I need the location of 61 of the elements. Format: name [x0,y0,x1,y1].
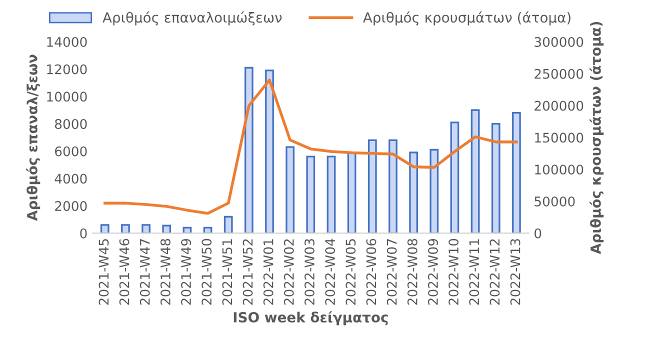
x-tick-label: 2021-W49 [181,238,192,305]
y-tick-label: 12000 [47,64,87,74]
y-tick-label: 14000 [47,36,87,47]
x-tick-label: 2021-W46 [119,238,130,305]
x-tick-label: 2021-W50 [202,238,212,305]
y-tick-label: 8000 [54,119,87,129]
x-tick-label: 2021-W51 [222,239,232,305]
y-tick-label: 2000 [55,201,87,212]
bar [121,224,130,234]
x-tick-label: 2021-W48 [160,238,170,305]
y2-tick-label: 250000 [534,68,584,79]
x-tick-label: 2022-W07 [386,239,397,305]
y-tick-label: 10000 [47,92,87,102]
y2-tick-label: 50000 [534,196,575,206]
line-series [103,78,518,215]
y2-tick-label: 200000 [534,100,584,111]
x-tick-label: 2021-W47 [140,239,150,305]
bar [100,224,110,234]
x-tick-label: 2022-W01 [263,239,274,305]
x-tick-label: 2022-W08 [407,238,418,305]
y2-tick-label: 300000 [534,36,584,47]
bar [265,70,274,234]
bar [326,156,336,234]
bar [286,146,295,234]
x-tick-label: 2022-W12 [490,239,500,305]
x-tick-label: 2022-W02 [284,239,294,305]
bar [430,148,439,234]
bar [142,224,150,234]
bar [409,152,418,234]
legend-label: Αριθμός επαναλοιμώξεων [102,11,282,26]
x-tick-label: 2022-W03 [304,239,314,305]
y2-tick-label: 150000 [535,132,584,143]
x-tick-label: 2022-W06 [366,238,376,305]
bar [368,139,377,234]
y2-tick-label: 0 [534,228,542,238]
bar [470,109,480,234]
bar [512,112,521,234]
legend-label: Αριθμός κρουσμάτων (άτομα) [363,11,570,26]
bar [306,156,316,234]
y-axis-title: Αριθμός επαναλ/ξεων [26,54,40,221]
x-tick-label: 2022-W11 [469,239,480,305]
bar [491,122,500,234]
x-tick-label: 2021-W52 [242,239,253,305]
bar [244,66,254,234]
x-tick-label: 2022-W09 [428,238,438,305]
x-tick-label: 2021-W45 [98,239,109,305]
x-tick-label: 2022-W13 [510,239,520,305]
y2-tick-label: 100000 [535,164,584,175]
bar [388,139,398,234]
y-tick-label: 4000 [54,174,87,184]
bar [224,216,233,234]
bar [347,152,356,234]
y-tick-label: 6000 [55,146,87,156]
y-tick-label: 0 [80,228,87,238]
x-tick-label: 2022-W05 [346,239,356,305]
bar [162,224,172,234]
x-axis-title: ISO week δείγματος [234,311,388,326]
x-tick-label: 2022-W04 [325,238,336,305]
y2-axis-title: Αριθμός κρουσμάτων (άτομα) [590,22,604,254]
x-tick-label: 2022-W10 [448,238,459,305]
bar [450,122,460,234]
